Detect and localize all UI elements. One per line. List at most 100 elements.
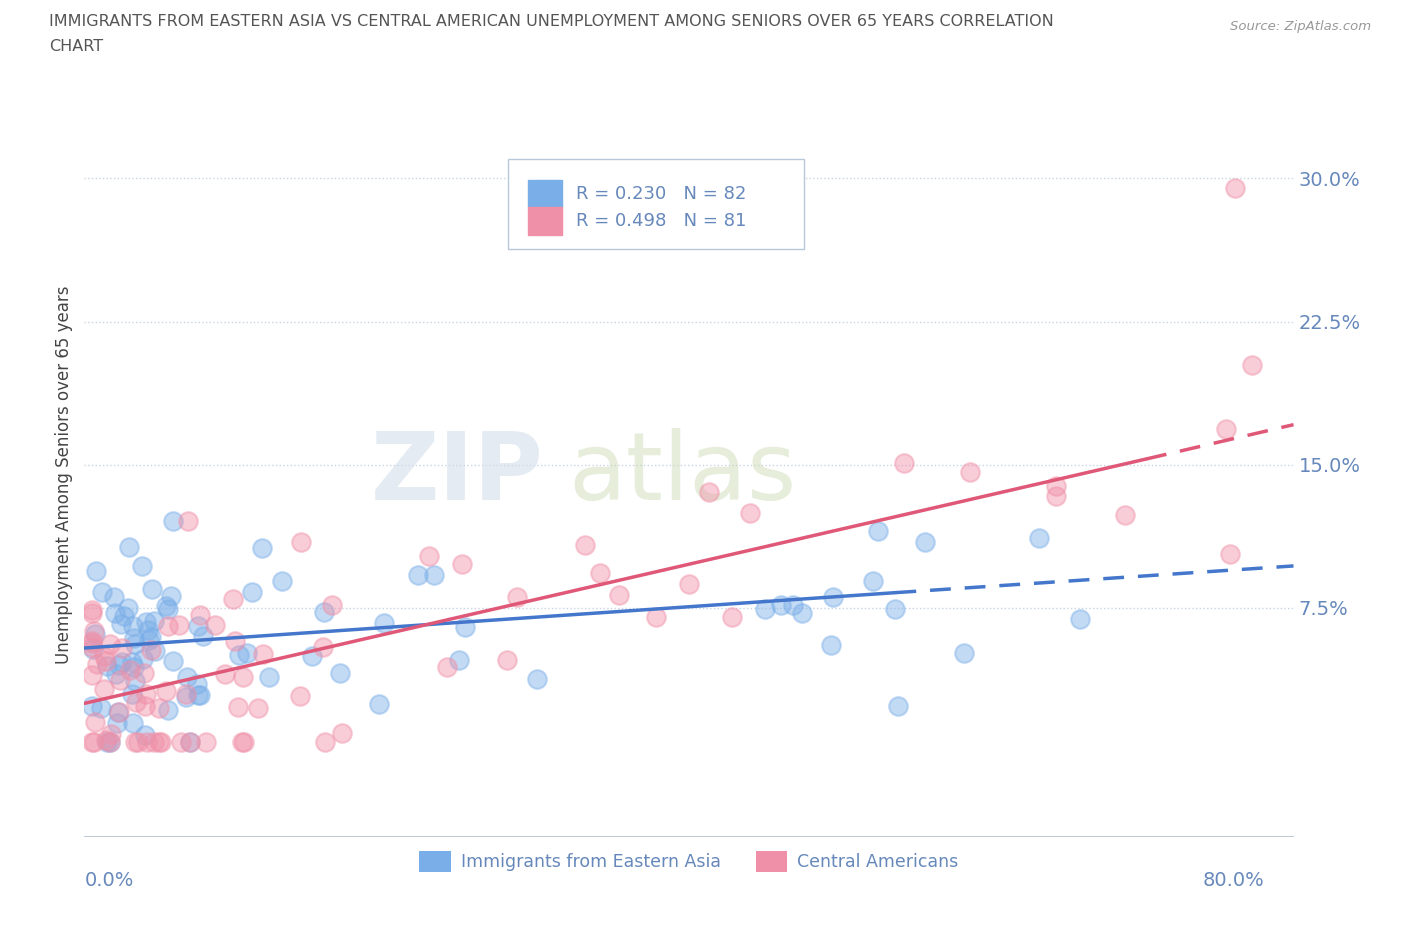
Point — [451, 556, 474, 571]
Point — [150, 734, 173, 749]
Text: R = 0.230   N = 82: R = 0.230 N = 82 — [576, 184, 747, 203]
Point — [141, 630, 163, 644]
Point — [678, 577, 700, 591]
Point — [83, 715, 105, 730]
Point — [204, 618, 226, 632]
Point — [271, 574, 294, 589]
Point — [155, 684, 177, 698]
Point — [228, 647, 250, 662]
Point — [821, 590, 844, 604]
Point — [233, 734, 256, 749]
Text: ZIP: ZIP — [371, 429, 544, 520]
Point — [136, 734, 159, 749]
Point — [1240, 358, 1263, 373]
Point — [157, 602, 180, 617]
Point — [820, 638, 842, 653]
Point — [122, 715, 145, 730]
Point — [574, 538, 596, 552]
Point — [174, 689, 197, 704]
Point — [367, 697, 389, 711]
Point — [373, 616, 395, 631]
Point — [93, 649, 115, 664]
Point — [312, 604, 335, 619]
Point — [112, 608, 135, 623]
Point — [177, 514, 200, 529]
Point — [607, 588, 630, 603]
Point — [104, 605, 127, 620]
Point — [135, 614, 157, 629]
Point — [108, 658, 131, 672]
Text: R = 0.498   N = 81: R = 0.498 N = 81 — [576, 212, 747, 230]
Point — [782, 598, 804, 613]
Point — [80, 603, 103, 618]
Point — [330, 725, 353, 740]
Point — [124, 673, 146, 688]
Point — [257, 670, 280, 684]
Text: 80.0%: 80.0% — [1202, 871, 1264, 890]
Point — [141, 643, 163, 658]
Point — [80, 640, 103, 655]
Point — [187, 688, 209, 703]
Point — [893, 456, 915, 471]
FancyBboxPatch shape — [508, 159, 804, 249]
Text: Source: ZipAtlas.com: Source: ZipAtlas.com — [1230, 20, 1371, 33]
Point — [108, 705, 131, 720]
Point — [148, 734, 170, 749]
Point — [589, 566, 612, 581]
Point — [156, 618, 179, 633]
Point — [321, 598, 343, 613]
Point — [143, 614, 166, 629]
Point — [103, 590, 125, 604]
Point — [194, 734, 217, 749]
Point — [179, 734, 201, 749]
Point — [83, 624, 105, 639]
Point — [314, 734, 336, 749]
Point — [887, 698, 910, 713]
Point — [496, 652, 519, 667]
Point — [96, 659, 118, 674]
Point — [449, 652, 471, 667]
Point — [312, 640, 335, 655]
Point — [252, 646, 274, 661]
Point — [1045, 489, 1067, 504]
Point — [83, 734, 105, 749]
Point — [454, 619, 477, 634]
Point — [121, 686, 143, 701]
Point — [1223, 180, 1246, 195]
Point — [155, 599, 177, 614]
Point — [132, 666, 155, 681]
Point — [162, 653, 184, 668]
Point — [98, 734, 121, 749]
Point — [236, 645, 259, 660]
Point — [436, 659, 458, 674]
Point — [167, 618, 190, 632]
Point — [107, 716, 129, 731]
Text: atlas: atlas — [568, 429, 796, 520]
Point — [148, 700, 170, 715]
Point — [754, 602, 776, 617]
Point — [959, 464, 981, 479]
Point — [100, 734, 122, 749]
Point — [100, 726, 122, 741]
Point — [134, 727, 156, 742]
Bar — [529, 207, 562, 235]
Point — [1045, 478, 1067, 493]
Point — [179, 734, 201, 749]
Point — [110, 672, 132, 687]
Point — [127, 734, 149, 749]
Point — [141, 582, 163, 597]
Point — [80, 698, 103, 713]
Point — [290, 688, 312, 703]
Point — [884, 601, 907, 616]
Point — [98, 637, 121, 652]
Point — [93, 682, 115, 697]
Point — [191, 628, 214, 643]
Point — [124, 734, 146, 749]
Point — [80, 605, 103, 620]
Point — [418, 549, 440, 564]
Point — [122, 630, 145, 644]
Legend: Immigrants from Eastern Asia, Central Americans: Immigrants from Eastern Asia, Central Am… — [412, 844, 966, 879]
Point — [80, 734, 103, 749]
Point — [91, 585, 114, 600]
Point — [1028, 531, 1050, 546]
